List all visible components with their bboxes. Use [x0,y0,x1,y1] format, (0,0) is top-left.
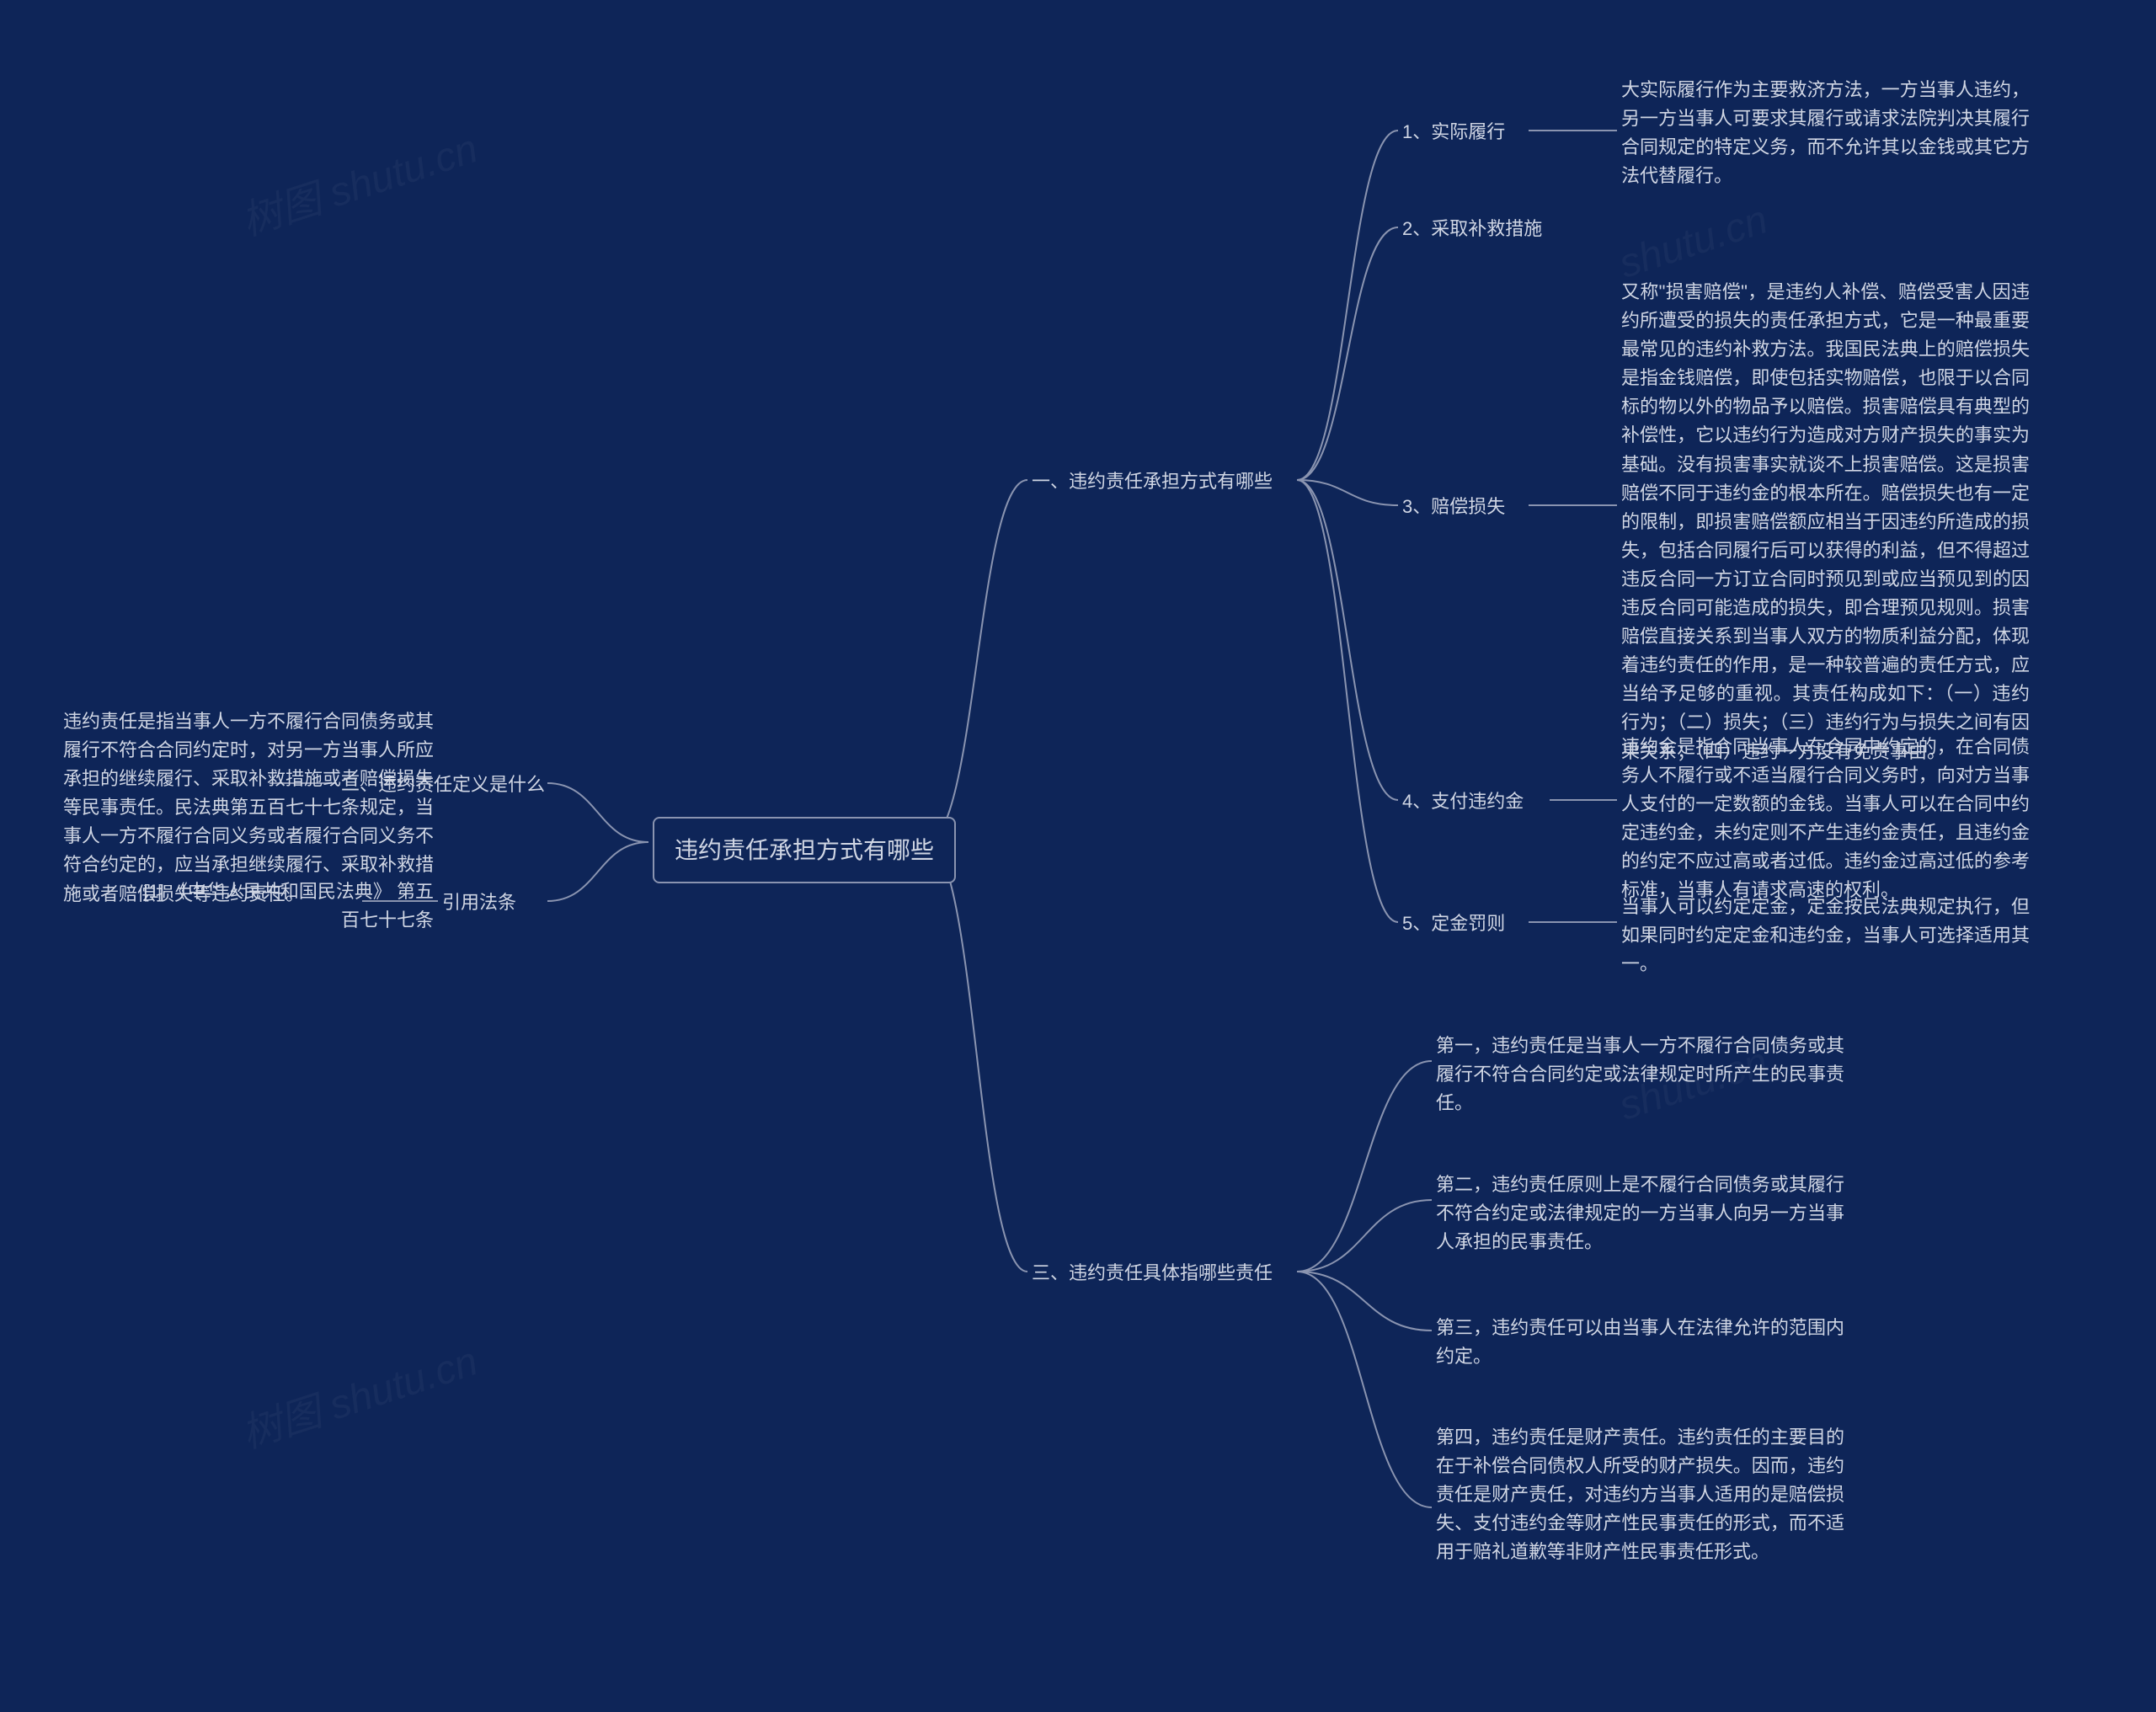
branch-1-item-5: 5、定金罚则 [1402,909,1505,938]
branch-1-item-2: 2、采取补救措施 [1402,215,1542,243]
branch-1-item-1: 1、实际履行 [1402,118,1505,147]
watermark: 树图 shutu.cn [232,115,483,247]
branch-1-item-4-leaf: 违约金是指合同当事人在合同中约定的，在合同债务人不履行或不适当履行合同义务时，向… [1621,733,2030,905]
branch-3-leaf-1: 第一，违约责任是当事人一方不履行合同债务或其履行不符合合同约定或法律规定时所产生… [1436,1032,1844,1117]
branch-1-item-1-leaf: 大实际履行作为主要救济方法，一方当事人违约，另一方当事人可要求其履行或请求法院判… [1621,76,2030,190]
branch-3-leaf-2: 第二，违约责任原则上是不履行合同债务或其履行不符合约定或法律规定的一方当事人向另… [1436,1171,1844,1256]
branch-3: 三、违约责任具体指哪些责任 [1032,1259,1273,1288]
branch-1-item-4: 4、支付违约金 [1402,787,1524,816]
branch-1: 一、违约责任承担方式有哪些 [1032,467,1273,496]
root-node: 违约责任承担方式有哪些 [653,817,956,883]
branch-ref: 引用法条 [442,888,516,917]
branch-1-item-3-leaf: 又称"损害赔偿"，是违约人补偿、赔偿受害人因违约所遭受的损失的责任承担方式，它是… [1621,278,2030,766]
watermark: shutu.cn [1614,196,1774,287]
branch-1-item-5-leaf: 当事人可以约定定金，定金按民法典规定执行，但如果同时约定定金和违约金，当事人可选… [1621,893,2030,979]
branch-ref-leaf: [1] 《中华人民共和国民法典》 第五百七十七条 [135,877,434,935]
branch-3-leaf-4: 第四，违约责任是财产责任。违约责任的主要目的在于补偿合同债权人所受的财产损失。因… [1436,1423,1844,1566]
branch-3-leaf-3: 第三，违约责任可以由当事人在法律允许的范围内约定。 [1436,1314,1844,1371]
branch-1-item-3: 3、赔偿损失 [1402,493,1505,521]
watermark: 树图 shutu.cn [232,1328,483,1459]
